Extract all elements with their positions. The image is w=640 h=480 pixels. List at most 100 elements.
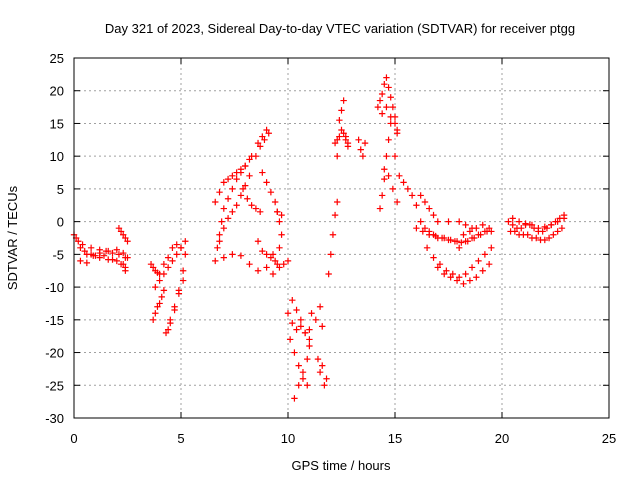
- data-point: [344, 143, 352, 150]
- data-point: [267, 254, 275, 261]
- data-point: [383, 74, 390, 81]
- data-point: [400, 179, 407, 186]
- data-point: [327, 251, 334, 258]
- data-point: [387, 113, 394, 121]
- y-tick-label: -10: [45, 280, 64, 295]
- data-point: [456, 244, 463, 252]
- data-point: [436, 260, 444, 268]
- data-point: [271, 257, 279, 265]
- data-point: [152, 310, 159, 317]
- data-point: [115, 224, 123, 232]
- data-point: [124, 254, 131, 261]
- data-point: [381, 80, 388, 88]
- plot-frame: [73, 57, 610, 419]
- data-point: [216, 231, 223, 238]
- data-point: [334, 152, 341, 160]
- data-point: [381, 166, 388, 173]
- data-point: [421, 224, 429, 232]
- data-point: [548, 221, 555, 229]
- data-point: [171, 303, 178, 310]
- data-point: [284, 257, 292, 265]
- data-point: [488, 244, 495, 252]
- data-point: [299, 368, 307, 376]
- data-point: [453, 277, 461, 284]
- data-point: [426, 205, 433, 212]
- data-point: [376, 97, 384, 104]
- data-point: [278, 231, 285, 238]
- y-tick-label: 15: [50, 116, 64, 131]
- x-axis-label: GPS time / hours: [292, 458, 391, 473]
- data-point: [256, 208, 264, 216]
- data-point: [451, 238, 459, 245]
- data-point: [445, 218, 452, 225]
- data-point: [179, 267, 187, 274]
- data-point: [316, 368, 324, 376]
- data-point: [252, 205, 260, 212]
- data-point: [229, 208, 236, 216]
- data-point: [271, 198, 279, 206]
- data-point: [169, 244, 176, 252]
- data-point: [443, 267, 450, 274]
- data-point: [321, 382, 328, 389]
- data-point: [306, 342, 313, 350]
- series-around8: [212, 126, 292, 274]
- data-point: [109, 249, 116, 257]
- data-point: [314, 355, 322, 363]
- data-point: [214, 244, 221, 252]
- data-point: [289, 319, 296, 327]
- data-point: [244, 195, 251, 202]
- data-point: [246, 172, 253, 180]
- data-point: [338, 107, 345, 114]
- series-around5: [147, 238, 189, 337]
- data-point: [468, 224, 476, 232]
- data-point: [75, 238, 82, 245]
- data-point: [340, 97, 347, 104]
- data-point: [263, 264, 270, 271]
- data-point: [334, 198, 341, 206]
- data-point: [312, 316, 320, 324]
- data-point: [511, 228, 519, 235]
- data-point: [77, 244, 84, 252]
- data-point: [336, 116, 343, 124]
- data-point: [323, 375, 330, 382]
- data-point: [216, 238, 223, 245]
- data-point: [376, 205, 384, 212]
- data-point: [432, 232, 439, 240]
- data-point: [509, 215, 516, 222]
- data-point: [254, 238, 262, 245]
- data-point: [113, 257, 120, 265]
- data-point: [254, 267, 262, 274]
- data-point: [378, 110, 386, 117]
- y-tick-label: -5: [52, 247, 64, 262]
- data-point: [417, 218, 424, 225]
- data-point: [182, 238, 189, 245]
- x-tick-label: 20: [495, 431, 509, 446]
- data-point: [383, 152, 390, 160]
- data-point: [246, 260, 253, 268]
- data-point: [340, 130, 347, 137]
- data-point: [334, 136, 341, 144]
- data-point: [308, 310, 315, 317]
- data-point: [462, 270, 469, 278]
- data-point: [265, 130, 272, 137]
- data-point: [164, 264, 172, 271]
- data-point: [252, 152, 260, 160]
- data-point: [162, 329, 170, 337]
- x-tick-label: 10: [281, 431, 295, 446]
- data-point: [434, 218, 441, 225]
- data-point: [359, 152, 367, 160]
- data-point: [276, 264, 283, 271]
- data-point: [374, 103, 382, 111]
- data-point: [233, 202, 240, 209]
- data-point: [389, 103, 397, 111]
- data-point: [237, 166, 245, 173]
- data-point: [560, 215, 568, 222]
- data-point: [539, 228, 546, 235]
- data-point: [147, 260, 155, 268]
- x-tick-label: 0: [70, 431, 77, 446]
- data-point: [233, 175, 240, 183]
- y-tick-label: 10: [50, 149, 64, 164]
- y-tick-label: 20: [50, 84, 64, 99]
- data-point: [81, 247, 88, 255]
